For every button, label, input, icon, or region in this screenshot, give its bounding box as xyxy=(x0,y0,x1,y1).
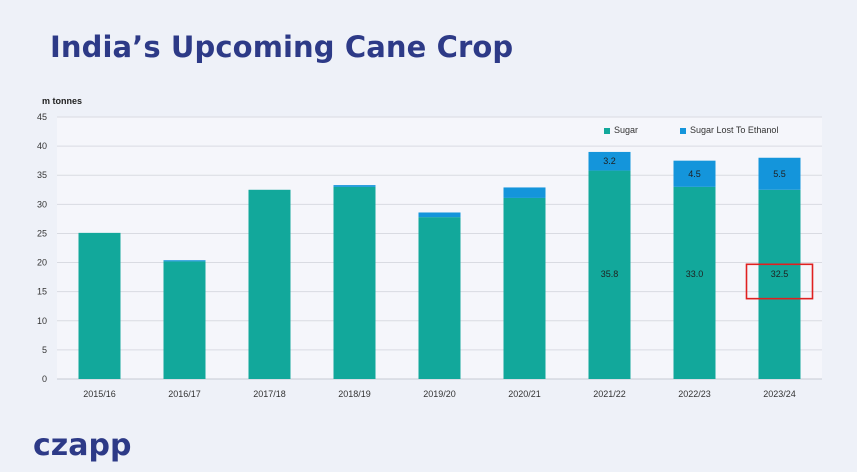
x-tick-label: 2018/19 xyxy=(338,389,371,399)
y-tick-label: 40 xyxy=(37,141,47,151)
y-tick-label: 0 xyxy=(42,374,47,384)
bar-sugar-lost-to-ethanol xyxy=(418,212,461,218)
y-tick-label: 45 xyxy=(37,112,47,122)
y-axis-label: m tonnes xyxy=(42,96,83,106)
sugar-data-label: 35.8 xyxy=(601,269,619,279)
bar-sugar xyxy=(503,197,546,379)
bar-sugar xyxy=(588,170,631,379)
ethanol-data-label: 5.5 xyxy=(773,169,786,179)
x-tick-label: 2021/22 xyxy=(593,389,626,399)
bar-sugar-lost-to-ethanol xyxy=(333,185,376,187)
sugar-data-label: 32.5 xyxy=(771,269,789,279)
bar-sugar xyxy=(673,186,716,379)
bar-sugar-lost-to-ethanol xyxy=(758,157,801,190)
ethanol-data-label: 3.2 xyxy=(603,156,616,166)
czapp-logo: czapp xyxy=(33,428,131,463)
y-tick-label: 20 xyxy=(37,258,47,268)
x-tick-label: 2020/21 xyxy=(508,389,541,399)
y-tick-label: 15 xyxy=(37,287,47,297)
x-tick-label: 2016/17 xyxy=(168,389,201,399)
x-tick-label: 2019/20 xyxy=(423,389,456,399)
x-tick-label: 2022/23 xyxy=(678,389,711,399)
czapp-logo-text: czapp xyxy=(33,428,131,463)
bar-sugar-lost-to-ethanol xyxy=(588,151,631,171)
legend-swatch-sugar-lost-to-ethanol xyxy=(680,128,686,134)
x-tick-label: 2023/24 xyxy=(763,389,796,399)
bar-sugar xyxy=(248,189,291,379)
bar-sugar xyxy=(78,232,121,379)
bar-sugar-lost-to-ethanol xyxy=(673,160,716,187)
legend-label-sugar: Sugar xyxy=(614,125,638,135)
highlight-box xyxy=(745,263,814,300)
bar-sugar xyxy=(758,189,801,379)
y-tick-label: 10 xyxy=(37,316,47,326)
x-tick-label: 2017/18 xyxy=(253,389,286,399)
legend-swatch-sugar xyxy=(604,128,610,134)
x-tick-label: 2015/16 xyxy=(83,389,116,399)
y-tick-label: 5 xyxy=(42,345,47,355)
bar-sugar xyxy=(418,217,461,379)
ethanol-data-label: 4.5 xyxy=(688,169,701,179)
y-tick-label: 35 xyxy=(37,170,47,180)
y-tick-label: 25 xyxy=(37,228,47,238)
y-tick-label: 30 xyxy=(37,199,47,209)
legend-label-sugar-lost-to-ethanol: Sugar Lost To Ethanol xyxy=(690,125,778,135)
bar-sugar-lost-to-ethanol xyxy=(163,260,206,262)
bar-sugar xyxy=(163,261,206,379)
bar-sugar xyxy=(333,186,376,379)
page-title: India’s Upcoming Cane Crop xyxy=(50,30,514,64)
sugar-data-label: 33.0 xyxy=(686,269,704,279)
bar-sugar-lost-to-ethanol xyxy=(503,187,546,198)
